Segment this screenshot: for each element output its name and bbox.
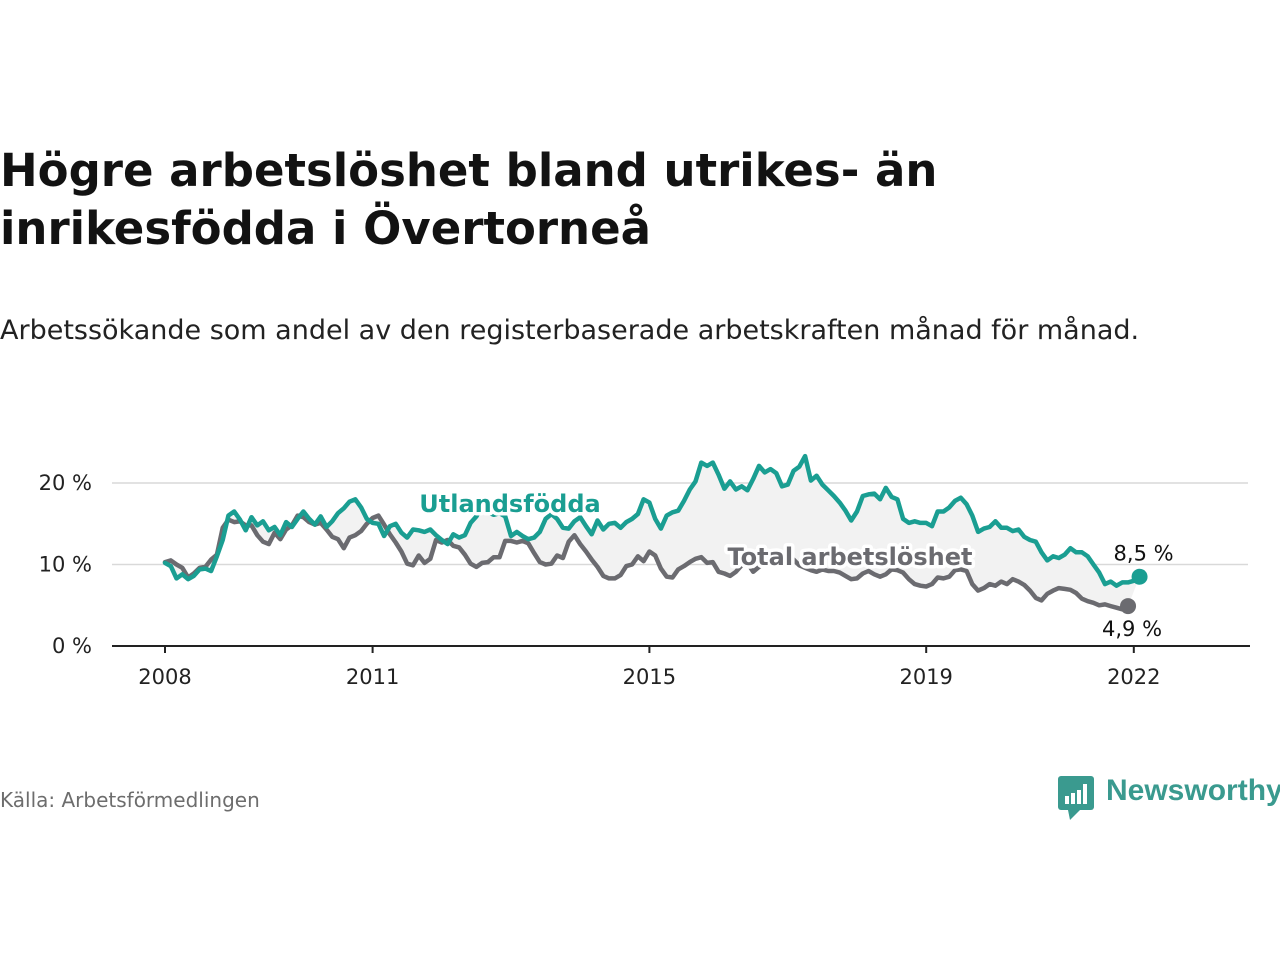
endpoint-total: [1120, 598, 1136, 614]
series-label-total: Total arbetslöshet: [727, 543, 972, 571]
x-tick-label: 2015: [623, 665, 676, 689]
end-label-total: 4,9 %: [1102, 617, 1162, 641]
y-tick-label: 0 %: [52, 634, 92, 658]
source-note: Källa: Arbetsförmedlingen: [0, 788, 260, 812]
y-tick-label: 20 %: [39, 471, 92, 495]
newsworthy-brand: Newsworthy: [1058, 772, 1280, 820]
x-tick-label: 2019: [899, 665, 952, 689]
line-chart: 8,5 % 4,9 % Utlandsfödda Total arbetslöshet…: [0, 440, 1280, 700]
x-tick-label: 2008: [138, 665, 191, 689]
y-tick-label: 10 %: [39, 553, 92, 577]
end-label-utlandsfodda: 8,5 %: [1114, 542, 1174, 566]
series-label-utlandsfodda: Utlandsfödda: [419, 490, 600, 518]
x-tick-label: 2022: [1107, 665, 1160, 689]
newsworthy-logo-icon: [1058, 776, 1094, 820]
brand-name: Newsworthy: [1106, 774, 1280, 808]
x-tick-label: 2011: [346, 665, 399, 689]
endpoint-utlandsfodda: [1132, 569, 1148, 585]
chart-subtitle: Arbetssökande som andel av den registerb…: [0, 310, 1200, 352]
chart-title: Högre arbetslöshet bland utrikes- än inr…: [0, 142, 1100, 258]
